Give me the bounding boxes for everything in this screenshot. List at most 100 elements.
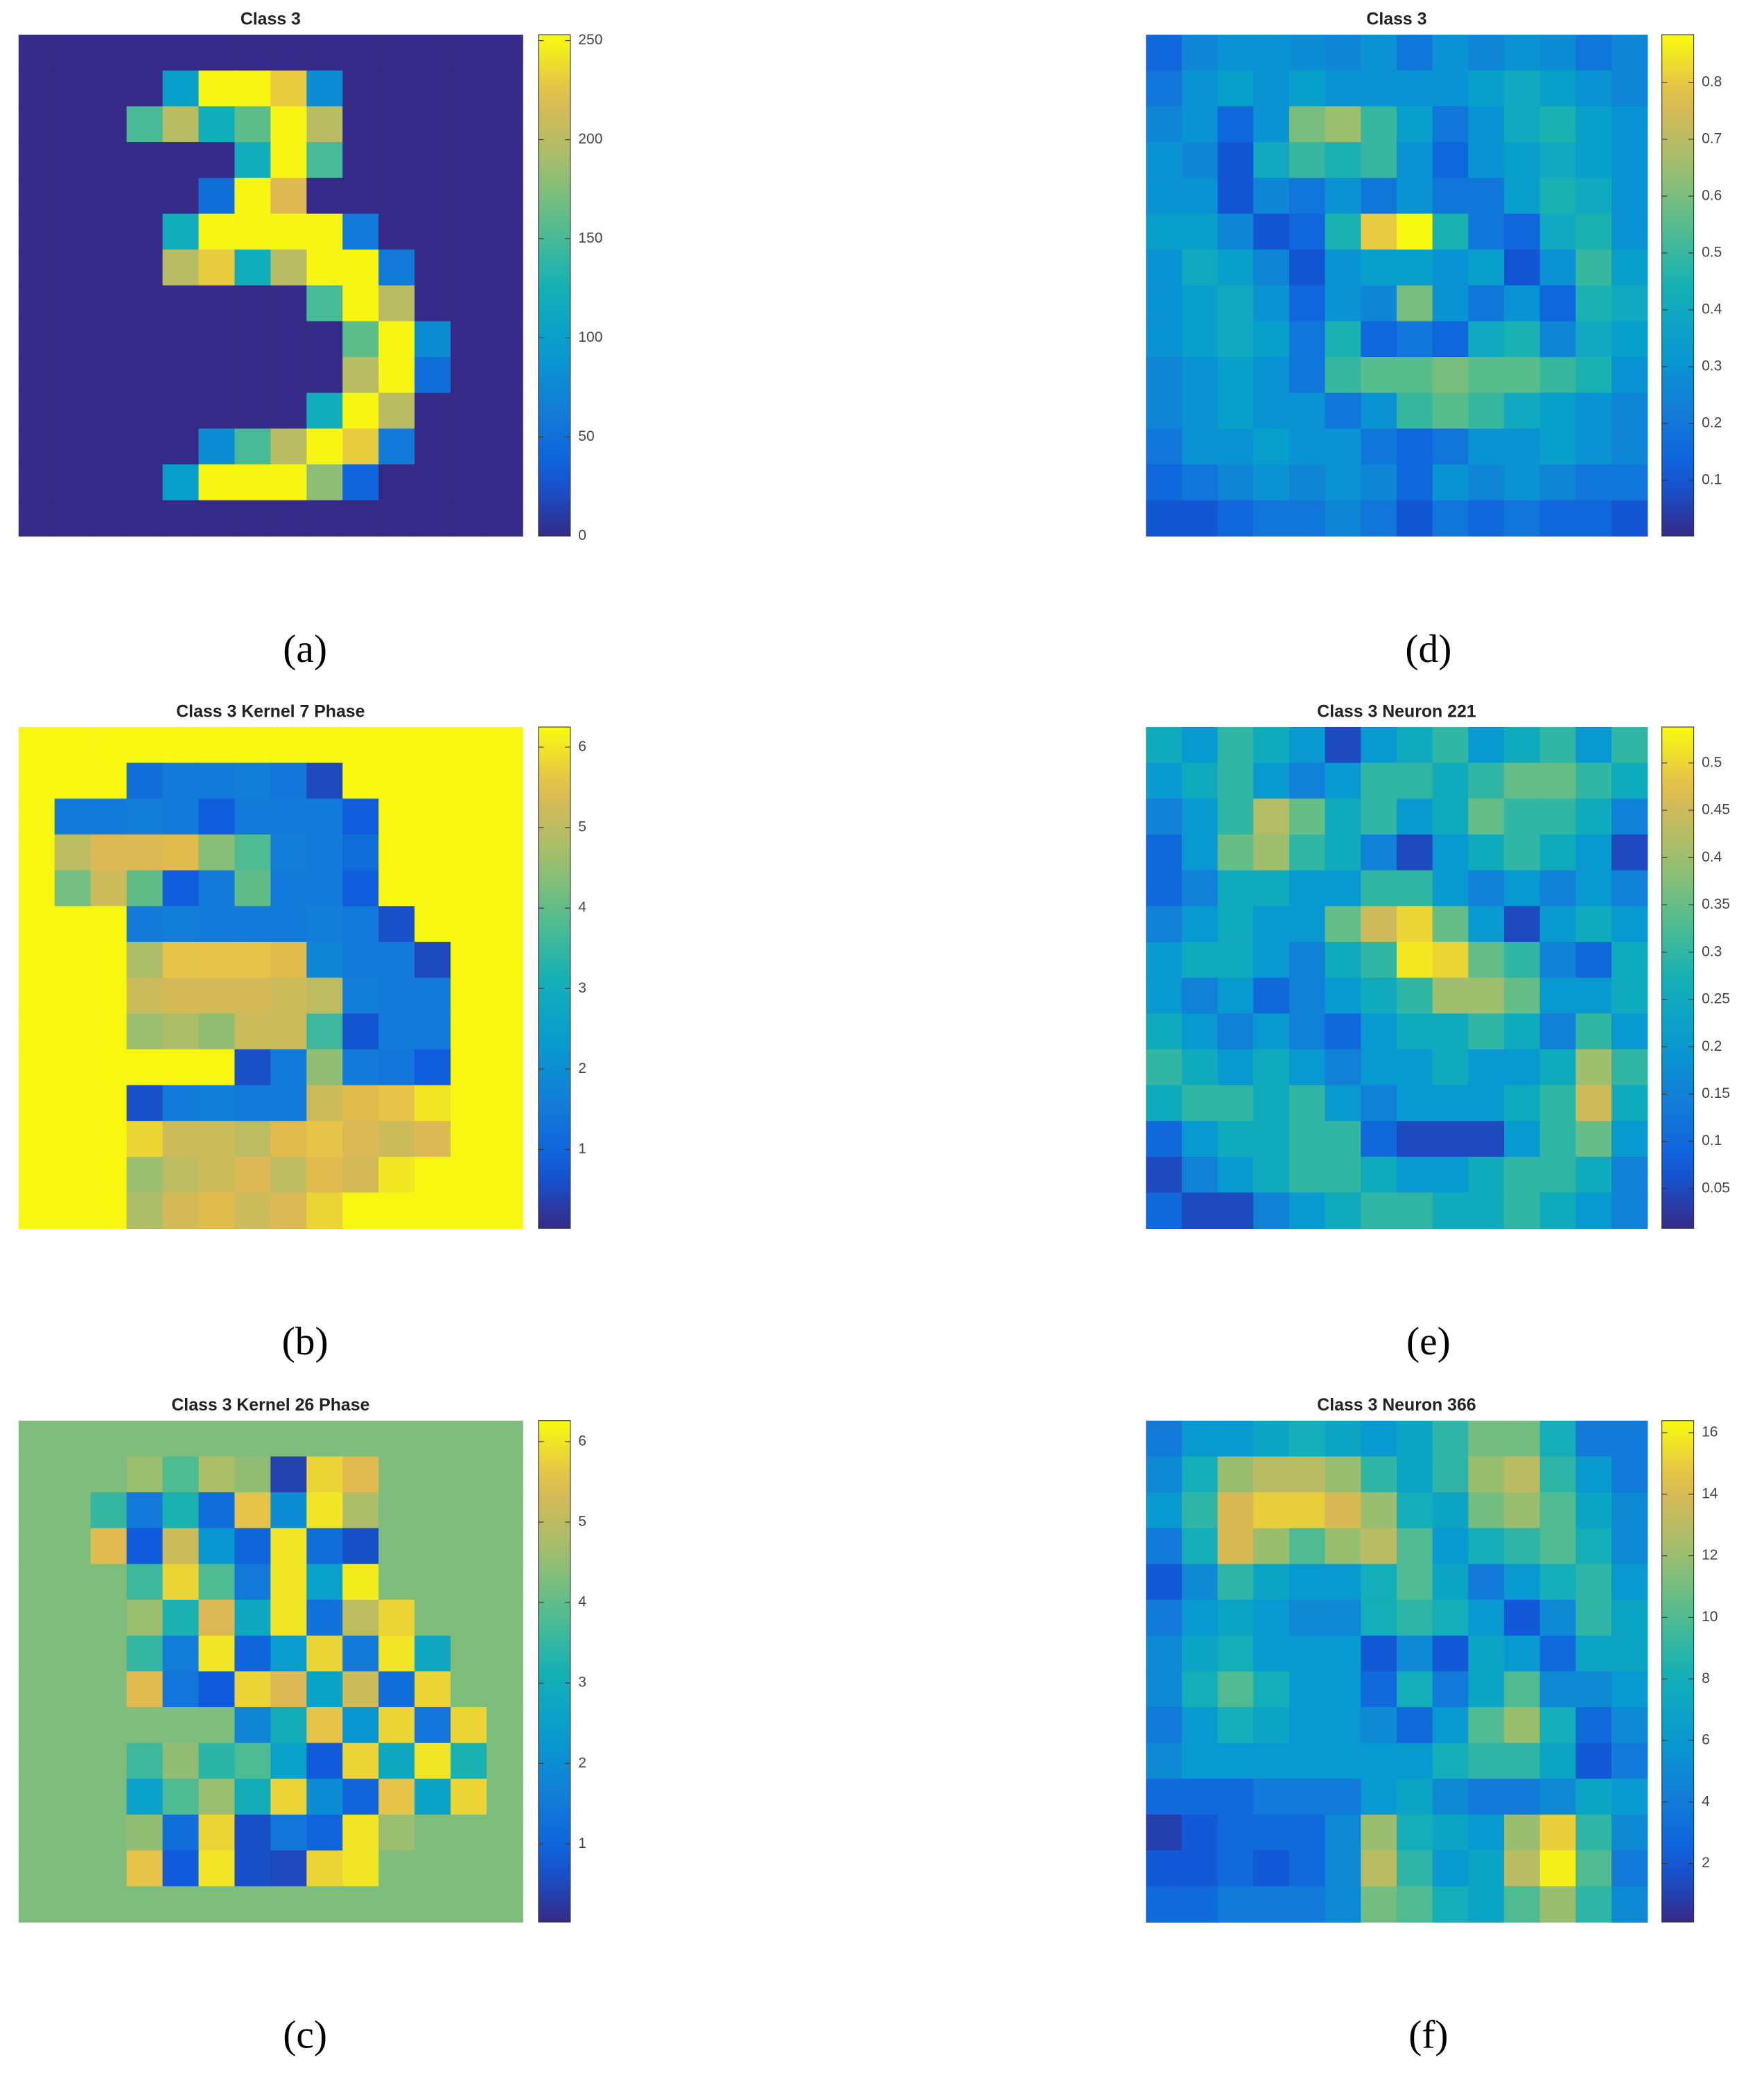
heatmap-cell: [1181, 1850, 1219, 1887]
heatmap-cell: [1146, 762, 1182, 800]
heatmap-cell: [486, 1671, 523, 1708]
heatmap-cell: [342, 250, 379, 286]
heatmap-cell: [342, 906, 379, 943]
heatmap-cell: [1181, 870, 1219, 907]
heatmap-cell: [234, 1564, 272, 1600]
heatmap-cell: [1217, 941, 1255, 979]
heatmap-cell: [90, 1779, 128, 1815]
heatmap-cell: [1146, 1456, 1182, 1493]
heatmap-cell: [1468, 35, 1505, 71]
heatmap-cell: [270, 1085, 308, 1122]
heatmap-cell: [1575, 977, 1612, 1015]
heatmap-cell: [1325, 1707, 1362, 1744]
heatmap-cell: [1503, 1492, 1541, 1529]
heatmap-cell: [1539, 1635, 1577, 1673]
heatmap-cell: [126, 321, 164, 358]
panel: Class 3 Neuron 366 2 4 6 8 10 12 14 16 (f): [1146, 1395, 1718, 2057]
heatmap-cell: [198, 1564, 236, 1600]
heatmap-cell: [18, 1049, 55, 1086]
heatmap-cell: [1539, 906, 1577, 943]
heatmap-cell: [1611, 285, 1648, 322]
heatmap-cell: [1396, 500, 1433, 537]
heatmap-cell: [126, 1456, 164, 1493]
heatmap-cell: [90, 726, 128, 764]
heatmap-cell: [1539, 1156, 1577, 1194]
heatmap-cell: [270, 1192, 308, 1230]
heatmap-cell: [1253, 392, 1290, 430]
heatmap-cell: [1181, 1192, 1219, 1230]
heatmap-cell: [198, 428, 236, 465]
heatmap-cell: [1539, 35, 1577, 71]
heatmap-cell: [1503, 500, 1541, 537]
heatmap-cell: [18, 1635, 55, 1673]
heatmap-cell: [1611, 762, 1648, 800]
heatmap-cell: [1146, 726, 1182, 764]
heatmap-cell: [1575, 1707, 1612, 1744]
heatmap-cell: [18, 762, 55, 800]
heatmap-cell: [198, 106, 236, 143]
heatmap-cell: [1432, 392, 1469, 430]
heatmap-cell: [90, 177, 128, 215]
heatmap-cell: [90, 428, 128, 465]
heatmap-cell: [1325, 70, 1362, 107]
heatmap-cell: [1575, 464, 1612, 501]
heatmap-cell: [378, 177, 415, 215]
heatmap-cell: [1217, 285, 1255, 322]
heatmap-cell: [1253, 1779, 1290, 1815]
heatmap-cell: [342, 762, 379, 800]
heatmap-cell: [1289, 941, 1326, 979]
heatmap-cell: [378, 1600, 415, 1636]
heatmap-cell: [306, 392, 344, 430]
heatmap-cell: [451, 500, 487, 537]
heatmap-cell: [18, 1456, 55, 1493]
heatmap-cell: [1361, 500, 1397, 537]
heatmap-cell: [342, 142, 379, 179]
heatmap-cell: [1361, 834, 1397, 871]
heatmap-cell: [1611, 142, 1648, 179]
heatmap-cell: [162, 1779, 200, 1815]
heatmap-cell: [378, 35, 415, 71]
heatmap-cell: [90, 906, 128, 943]
heatmap-cell: [126, 142, 164, 179]
heatmap-cell: [378, 798, 415, 835]
heatmap-cell: [1181, 428, 1219, 465]
colorbar-tick-label: 0.5: [1702, 754, 1722, 770]
heatmap-cell: [126, 1013, 164, 1050]
panel: Class 3 Kernel 7 Phase 1 2 3 4 5 6 (b): [18, 701, 586, 1363]
heatmap-cell: [90, 1156, 128, 1194]
heatmap-cell: [234, 357, 272, 394]
heatmap-cell: [1539, 1013, 1577, 1050]
heatmap-cell: [162, 177, 200, 215]
heatmap-cell: [451, 1121, 487, 1158]
heatmap-cell: [90, 1121, 128, 1158]
heatmap-cell: [162, 285, 200, 322]
heatmap-cell: [1539, 1886, 1577, 1923]
heatmap-cell: [1289, 762, 1326, 800]
heatmap-cell: [486, 177, 523, 215]
heatmap-cell: [306, 35, 344, 71]
heatmap-cell: [1539, 1492, 1577, 1529]
heatmap-cell: [162, 1085, 200, 1122]
heatmap-cell: [451, 1886, 487, 1923]
heatmap-cell: [1575, 250, 1612, 286]
heatmap-cell: [18, 106, 55, 143]
heatmap-cell: [342, 392, 379, 430]
heatmap-cell: [1146, 1779, 1182, 1815]
heatmap-cell: [198, 726, 236, 764]
heatmap-cell: [270, 1779, 308, 1815]
heatmap-cell: [1361, 1085, 1397, 1122]
heatmap-cell: [234, 1456, 272, 1493]
heatmap-cell: [198, 35, 236, 71]
heatmap-cell: [90, 1085, 128, 1122]
heatmap-cell: [90, 250, 128, 286]
heatmap-cell: [1217, 1013, 1255, 1050]
heatmap-cell: [1611, 1192, 1648, 1230]
heatmap-cell: [1325, 977, 1362, 1015]
heatmap-cell: [1253, 1707, 1290, 1744]
heatmap-cell: [1289, 464, 1326, 501]
heatmap-cell: [54, 1192, 91, 1230]
heatmap-cell: [486, 1156, 523, 1194]
heatmap-cell: [486, 1600, 523, 1636]
heatmap-cell: [1611, 1743, 1648, 1780]
heatmap-cell: [1539, 834, 1577, 871]
